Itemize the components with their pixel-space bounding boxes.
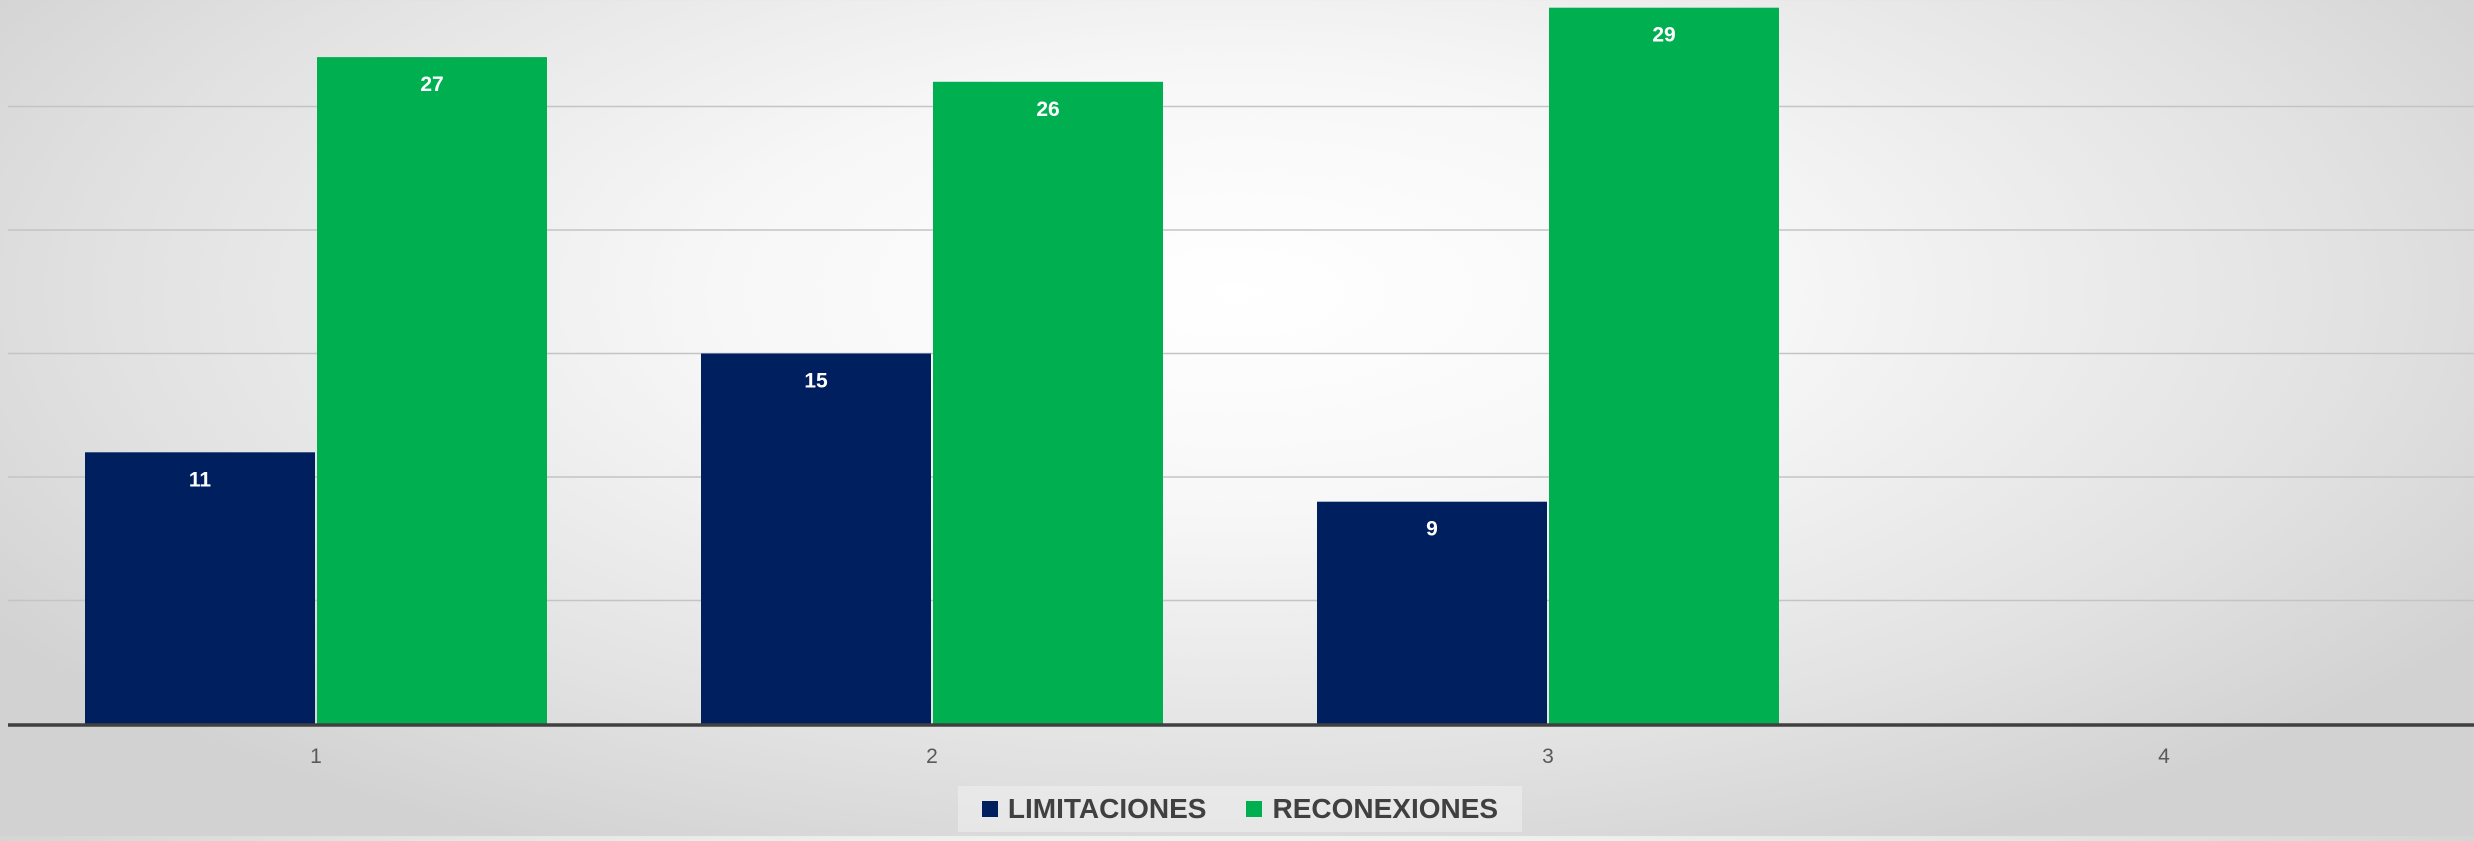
legend-item-reconexiones: RECONEXIONES (1246, 793, 1498, 825)
x-tick-label: 4 (2158, 745, 2170, 768)
data-label: 15 (804, 370, 828, 393)
bar-limitaciones-3 (1317, 501, 1547, 724)
legend-item-limitaciones: LIMITACIONES (981, 793, 1207, 825)
bar-limitaciones-1 (85, 452, 315, 724)
data-label: 9 (1426, 518, 1438, 541)
data-label: 29 (1652, 24, 1675, 47)
legend-swatch-reconexiones (1246, 801, 1263, 817)
legend: LIMITACIONES RECONEXIONES (958, 786, 1522, 832)
x-tick-label: 1 (310, 745, 322, 768)
legend-label-reconexiones: RECONEXIONES (1272, 793, 1499, 824)
data-label: 11 (189, 468, 212, 491)
legend-label-limitaciones: LIMITACIONES (1007, 793, 1207, 824)
x-tick-label: 3 (1542, 745, 1554, 768)
bar-reconexiones-1 (317, 57, 547, 725)
data-label: 26 (1036, 98, 1059, 121)
bar-reconexiones-2 (933, 81, 1163, 725)
bar-reconexiones-3 (1549, 7, 1779, 724)
bar-limitaciones-2 (701, 353, 931, 724)
legend-swatch-limitaciones (981, 801, 998, 817)
x-tick-label: 2 (926, 745, 938, 768)
data-label: 27 (420, 73, 443, 96)
